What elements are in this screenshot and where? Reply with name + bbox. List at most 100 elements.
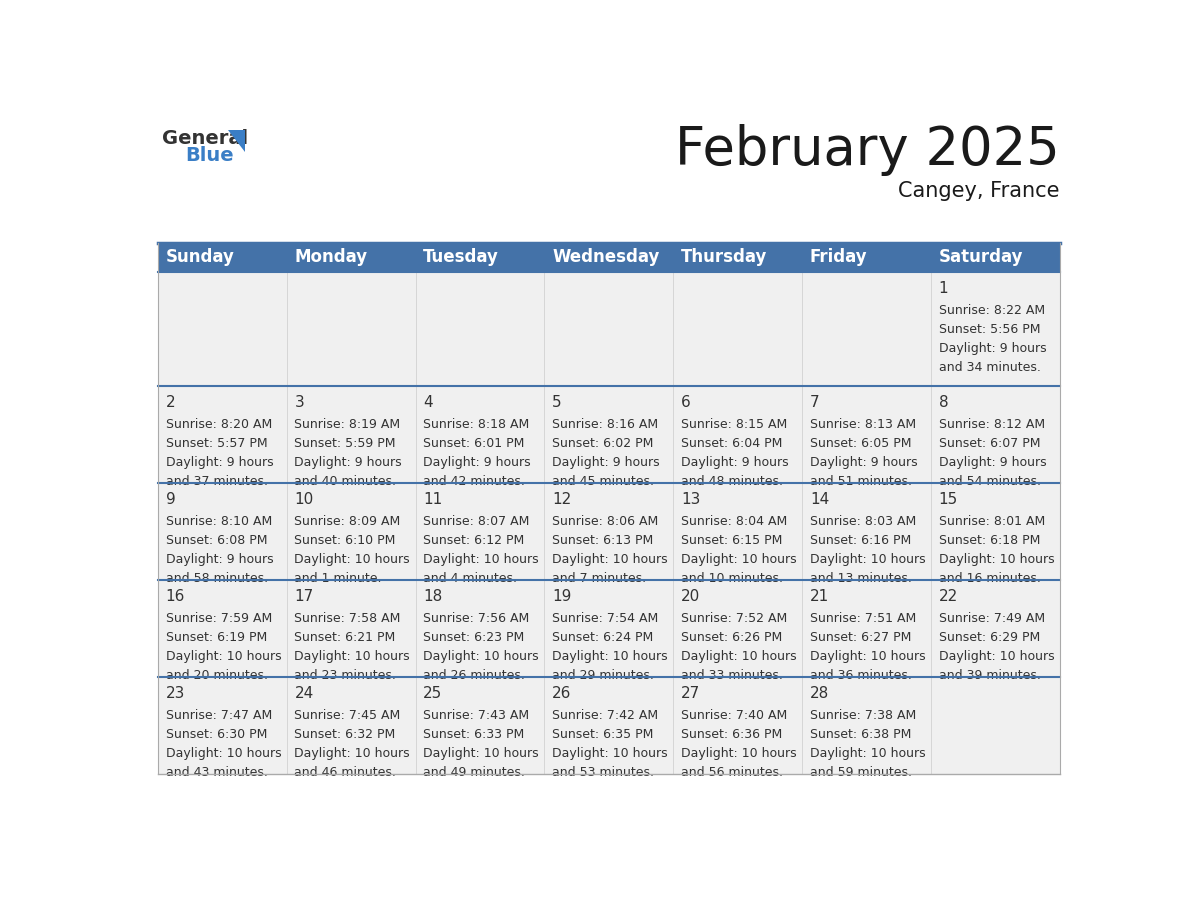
Text: Sunrise: 8:04 AM: Sunrise: 8:04 AM <box>681 515 788 528</box>
Text: Sunset: 6:33 PM: Sunset: 6:33 PM <box>423 728 525 741</box>
Text: 10: 10 <box>295 492 314 507</box>
Text: and 1 minute.: and 1 minute. <box>295 572 381 585</box>
Bar <box>674 483 802 580</box>
Text: Sunrise: 8:13 AM: Sunrise: 8:13 AM <box>810 419 916 431</box>
Bar <box>416 272 544 386</box>
Text: and 58 minutes.: and 58 minutes. <box>165 572 267 585</box>
Text: Sunday: Sunday <box>165 248 234 266</box>
Text: Daylight: 10 hours: Daylight: 10 hours <box>681 747 797 760</box>
Text: Sunset: 6:26 PM: Sunset: 6:26 PM <box>681 631 782 644</box>
Bar <box>802 483 931 580</box>
Bar <box>416 483 544 580</box>
Bar <box>158 242 286 272</box>
Text: Sunset: 6:24 PM: Sunset: 6:24 PM <box>552 631 653 644</box>
Text: 14: 14 <box>810 492 829 507</box>
Text: Sunset: 6:15 PM: Sunset: 6:15 PM <box>681 534 783 547</box>
Text: Sunset: 6:21 PM: Sunset: 6:21 PM <box>295 631 396 644</box>
Bar <box>544 483 674 580</box>
Bar <box>158 483 286 580</box>
Text: 11: 11 <box>423 492 443 507</box>
Text: Daylight: 10 hours: Daylight: 10 hours <box>295 747 410 760</box>
Text: Daylight: 9 hours: Daylight: 9 hours <box>295 456 402 469</box>
Text: and 42 minutes.: and 42 minutes. <box>423 475 525 487</box>
Text: Daylight: 10 hours: Daylight: 10 hours <box>423 553 539 565</box>
Text: Sunset: 6:02 PM: Sunset: 6:02 PM <box>552 437 653 450</box>
Text: Sunrise: 8:15 AM: Sunrise: 8:15 AM <box>681 419 788 431</box>
Bar <box>931 677 1060 774</box>
Text: 28: 28 <box>810 686 829 701</box>
Text: Daylight: 9 hours: Daylight: 9 hours <box>939 341 1047 355</box>
Bar <box>674 272 802 386</box>
Text: 27: 27 <box>681 686 700 701</box>
Text: and 59 minutes.: and 59 minutes. <box>810 766 912 778</box>
Text: and 10 minutes.: and 10 minutes. <box>681 572 783 585</box>
Bar <box>286 483 416 580</box>
Text: Sunset: 6:12 PM: Sunset: 6:12 PM <box>423 534 525 547</box>
Text: 12: 12 <box>552 492 571 507</box>
Text: Sunrise: 8:12 AM: Sunrise: 8:12 AM <box>939 419 1045 431</box>
Text: 19: 19 <box>552 589 571 604</box>
Text: Sunset: 6:19 PM: Sunset: 6:19 PM <box>165 631 267 644</box>
Text: Daylight: 10 hours: Daylight: 10 hours <box>810 650 925 663</box>
Text: and 53 minutes.: and 53 minutes. <box>552 766 655 778</box>
Text: and 4 minutes.: and 4 minutes. <box>423 572 517 585</box>
Text: Sunset: 6:38 PM: Sunset: 6:38 PM <box>810 728 911 741</box>
Text: 22: 22 <box>939 589 958 604</box>
Text: Cangey, France: Cangey, France <box>898 181 1060 201</box>
Bar <box>802 272 931 386</box>
Bar <box>931 272 1060 386</box>
Text: and 49 minutes.: and 49 minutes. <box>423 766 525 778</box>
Text: and 48 minutes.: and 48 minutes. <box>681 475 783 487</box>
Text: 2: 2 <box>165 395 175 410</box>
Text: Monday: Monday <box>295 248 367 266</box>
Text: 26: 26 <box>552 686 571 701</box>
Text: 8: 8 <box>939 395 948 410</box>
Bar <box>931 386 1060 483</box>
Text: Sunset: 6:04 PM: Sunset: 6:04 PM <box>681 437 783 450</box>
Bar <box>286 386 416 483</box>
Text: Sunset: 6:36 PM: Sunset: 6:36 PM <box>681 728 782 741</box>
Text: Sunset: 6:10 PM: Sunset: 6:10 PM <box>295 534 396 547</box>
Text: and 45 minutes.: and 45 minutes. <box>552 475 655 487</box>
Text: and 34 minutes.: and 34 minutes. <box>939 361 1041 374</box>
Text: Blue: Blue <box>185 146 234 165</box>
Bar <box>802 386 931 483</box>
Text: Sunrise: 8:03 AM: Sunrise: 8:03 AM <box>810 515 916 528</box>
Text: and 29 minutes.: and 29 minutes. <box>552 669 655 682</box>
Text: Sunrise: 8:06 AM: Sunrise: 8:06 AM <box>552 515 658 528</box>
Text: Sunrise: 8:18 AM: Sunrise: 8:18 AM <box>423 419 530 431</box>
Text: 16: 16 <box>165 589 185 604</box>
Text: and 56 minutes.: and 56 minutes. <box>681 766 783 778</box>
Text: Daylight: 9 hours: Daylight: 9 hours <box>165 553 273 565</box>
Text: Sunrise: 7:45 AM: Sunrise: 7:45 AM <box>295 710 400 722</box>
Bar <box>931 580 1060 677</box>
Text: 4: 4 <box>423 395 432 410</box>
Text: 23: 23 <box>165 686 185 701</box>
Text: 15: 15 <box>939 492 958 507</box>
Text: Tuesday: Tuesday <box>423 248 499 266</box>
Text: Sunset: 6:32 PM: Sunset: 6:32 PM <box>295 728 396 741</box>
Text: Sunset: 6:13 PM: Sunset: 6:13 PM <box>552 534 653 547</box>
Text: 13: 13 <box>681 492 701 507</box>
Text: and 36 minutes.: and 36 minutes. <box>810 669 911 682</box>
Text: and 23 minutes.: and 23 minutes. <box>295 669 397 682</box>
Bar <box>416 386 544 483</box>
Text: and 20 minutes.: and 20 minutes. <box>165 669 267 682</box>
Text: 9: 9 <box>165 492 176 507</box>
Text: General: General <box>162 129 248 149</box>
Text: and 43 minutes.: and 43 minutes. <box>165 766 267 778</box>
Text: 24: 24 <box>295 686 314 701</box>
Text: Daylight: 10 hours: Daylight: 10 hours <box>295 553 410 565</box>
Text: Friday: Friday <box>810 248 867 266</box>
Text: Sunset: 6:18 PM: Sunset: 6:18 PM <box>939 534 1041 547</box>
Bar <box>931 242 1060 272</box>
Bar <box>416 242 544 272</box>
Bar <box>158 386 286 483</box>
Text: Thursday: Thursday <box>681 248 767 266</box>
Text: Sunrise: 8:22 AM: Sunrise: 8:22 AM <box>939 304 1045 318</box>
Text: Sunrise: 7:59 AM: Sunrise: 7:59 AM <box>165 612 272 625</box>
Text: Sunrise: 8:10 AM: Sunrise: 8:10 AM <box>165 515 272 528</box>
Text: and 7 minutes.: and 7 minutes. <box>552 572 646 585</box>
Bar <box>158 677 286 774</box>
Text: Daylight: 10 hours: Daylight: 10 hours <box>552 553 668 565</box>
